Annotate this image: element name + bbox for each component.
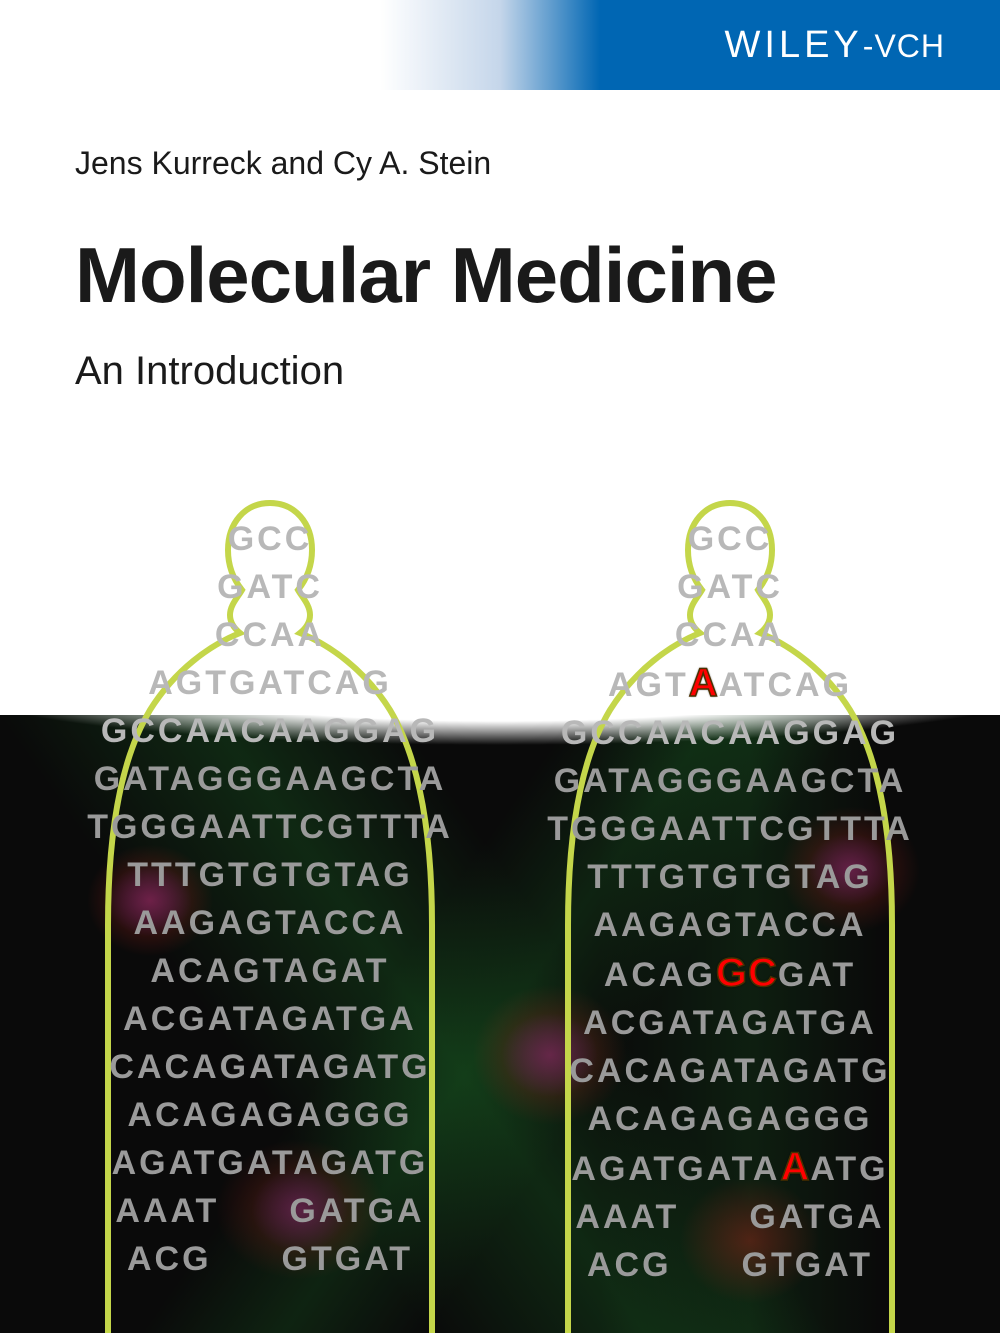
- sequence-line: GATC: [677, 563, 783, 611]
- sequence-line: ACAGGCGAT: [604, 949, 856, 999]
- sequence-line: AAGAGTACCA: [593, 901, 866, 949]
- sequence-line: GCC: [688, 515, 773, 563]
- sequence-line: TTTGTGTGTAG: [127, 851, 412, 899]
- publisher-suffix: -VCH: [863, 28, 945, 64]
- publisher-logo: WILEY-VCH: [725, 24, 945, 67]
- sequence-line: AGATGATAGATG: [112, 1139, 429, 1187]
- sequence-line: ACAGAGAGGG: [128, 1091, 413, 1139]
- sequence-line: GCCAACAAGGAG: [101, 707, 439, 755]
- sequence-line: AAATGATGA: [575, 1193, 884, 1241]
- body-figures: GCCGATCCCAAAGTGATCAGGCCAACAAGGAGGATAGGGA…: [0, 495, 1000, 1333]
- sequence-line: GATAGGGAAGCTA: [94, 755, 447, 803]
- sequence-line: GATAGGGAAGCTA: [554, 757, 907, 805]
- sequence-line: ACGATAGATGA: [583, 999, 877, 1047]
- sequence-line: ACGGTGAT: [587, 1241, 873, 1289]
- sequence-line: AGTAATCAG: [608, 659, 852, 709]
- figure-right: GCCGATCCCAAAGTAATCAGGCCAACAAGGAGGATAGGGA…: [540, 495, 920, 1333]
- sequence-line: AAATGATGA: [115, 1187, 424, 1235]
- sequence-line: GCC: [228, 515, 313, 563]
- publisher-name: WILEY: [725, 24, 863, 66]
- sequence-line: TGGGAATTCGTTTA: [87, 803, 453, 851]
- sequence-line: AGATGATAAATG: [571, 1143, 888, 1193]
- sequence-line: TGGGAATTCGTTTA: [547, 805, 913, 853]
- sequence-line: CCAA: [215, 611, 325, 659]
- sequence-line: CACAGATAGATG: [109, 1043, 430, 1091]
- sequence-line: CCAA: [675, 611, 785, 659]
- publisher-bar: WILEY-VCH: [0, 0, 1000, 90]
- sequence-right: GCCGATCCCAAAGTAATCAGGCCAACAAGGAGGATAGGGA…: [540, 515, 920, 1289]
- sequence-line: TTTGTGTGTAG: [587, 853, 872, 901]
- sequence-left: GCCGATCCCAAAGTGATCAGGCCAACAAGGAGGATAGGGA…: [80, 515, 460, 1283]
- sequence-line: ACGATAGATGA: [123, 995, 417, 1043]
- sequence-line: GATC: [217, 563, 323, 611]
- authors: Jens Kurreck and Cy A. Stein: [75, 145, 925, 182]
- sequence-line: AGTGATCAG: [148, 659, 392, 707]
- sequence-line: CACAGATAGATG: [569, 1047, 890, 1095]
- book-title: Molecular Medicine: [75, 230, 925, 321]
- title-block: Jens Kurreck and Cy A. Stein Molecular M…: [0, 90, 1000, 394]
- sequence-line: ACGGTGAT: [127, 1235, 413, 1283]
- sequence-line: AAGAGTACCA: [133, 899, 406, 947]
- figure-left: GCCGATCCCAAAGTGATCAGGCCAACAAGGAGGATAGGGA…: [80, 495, 460, 1333]
- sequence-line: ACAGTAGAT: [150, 947, 389, 995]
- sequence-line: ACAGAGAGGG: [588, 1095, 873, 1143]
- sequence-line: GCCAACAAGGAG: [561, 709, 899, 757]
- book-subtitle: An Introduction: [75, 349, 925, 394]
